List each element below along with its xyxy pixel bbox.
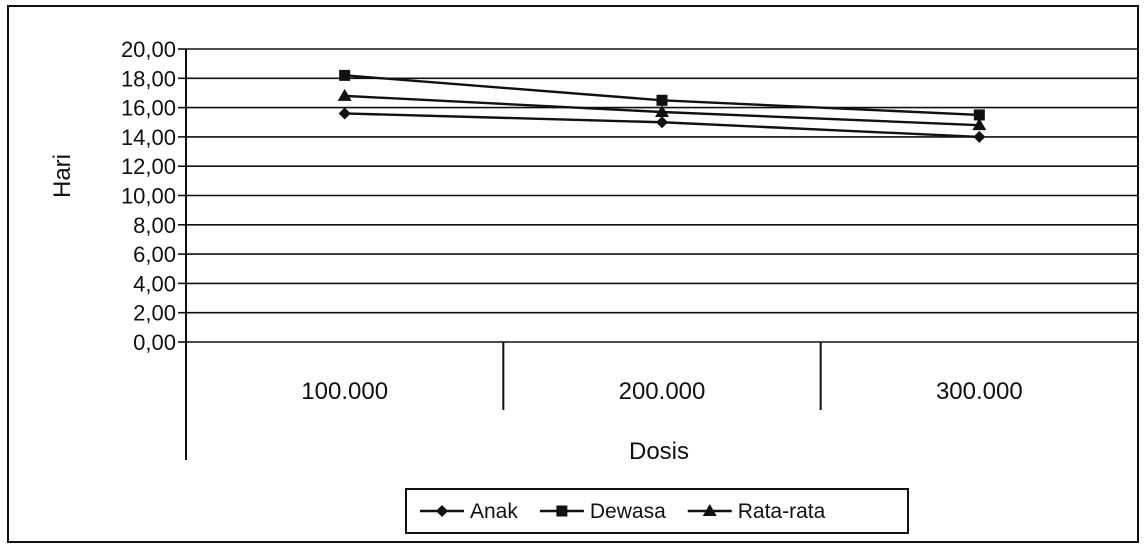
y-tick-label: 6,00 [133,242,176,267]
legend-item-anak: Anak [420,500,518,523]
y-tick-label: 14,00 [121,125,176,150]
series-dewasa [339,69,985,121]
legend-label: Dewasa [590,500,666,523]
x-category-label: 300.000 [936,378,1023,405]
data-point-rata-rata [972,118,987,131]
y-tick-label: 18,00 [121,66,176,91]
x-category-label: 200.000 [619,378,706,405]
data-point-rata-rata [337,88,352,101]
y-tick-label: 20,00 [121,37,176,62]
legend-label: Anak [470,500,518,523]
y-tick-label: 4,00 [133,271,176,296]
data-point-dewasa [339,69,351,81]
y-axis-title: Hari [49,154,76,198]
y-tick-label: 2,00 [133,301,176,326]
chart-frame [7,5,1139,543]
data-point-anak [656,116,668,129]
legend: Anak Dewasa Rata-rata [405,488,909,534]
legend-marker-dewasa [556,505,568,517]
series-rata-rata [337,88,987,131]
legend-marker-rata-rata [702,504,717,516]
data-series [337,69,987,143]
y-tick-label: 8,00 [133,213,176,238]
data-point-anak [973,130,986,143]
y-tick-label: 12,00 [121,154,176,179]
y-tick-label: 16,00 [121,96,176,121]
legend-label: Rata-rata [738,500,826,523]
legend-marker-anak [436,505,448,517]
data-point-anak [338,107,351,120]
y-tick-label: 0,00 [133,330,176,355]
data-point-dewasa [656,94,668,106]
data-point-rata-rata [655,104,669,117]
x-axis-categories: 100.000 200.000 300.000 [185,342,1023,460]
x-axis-title: Dosis [629,438,689,465]
y-axis-ticks: 0,00 2,00 4,00 6,00 8,00 10,00 12,00 14,00 16,00… [121,37,186,355]
legend-item-rata-rata: Rata-rata [687,500,826,523]
data-point-dewasa [973,109,985,121]
series-anak [338,107,986,143]
x-category-label: 100.000 [301,378,388,405]
legend-box [405,488,909,534]
y-tick-label: 10,00 [121,184,176,209]
gridlines [185,48,1138,343]
legend-item-dewasa: Dewasa [539,500,666,523]
